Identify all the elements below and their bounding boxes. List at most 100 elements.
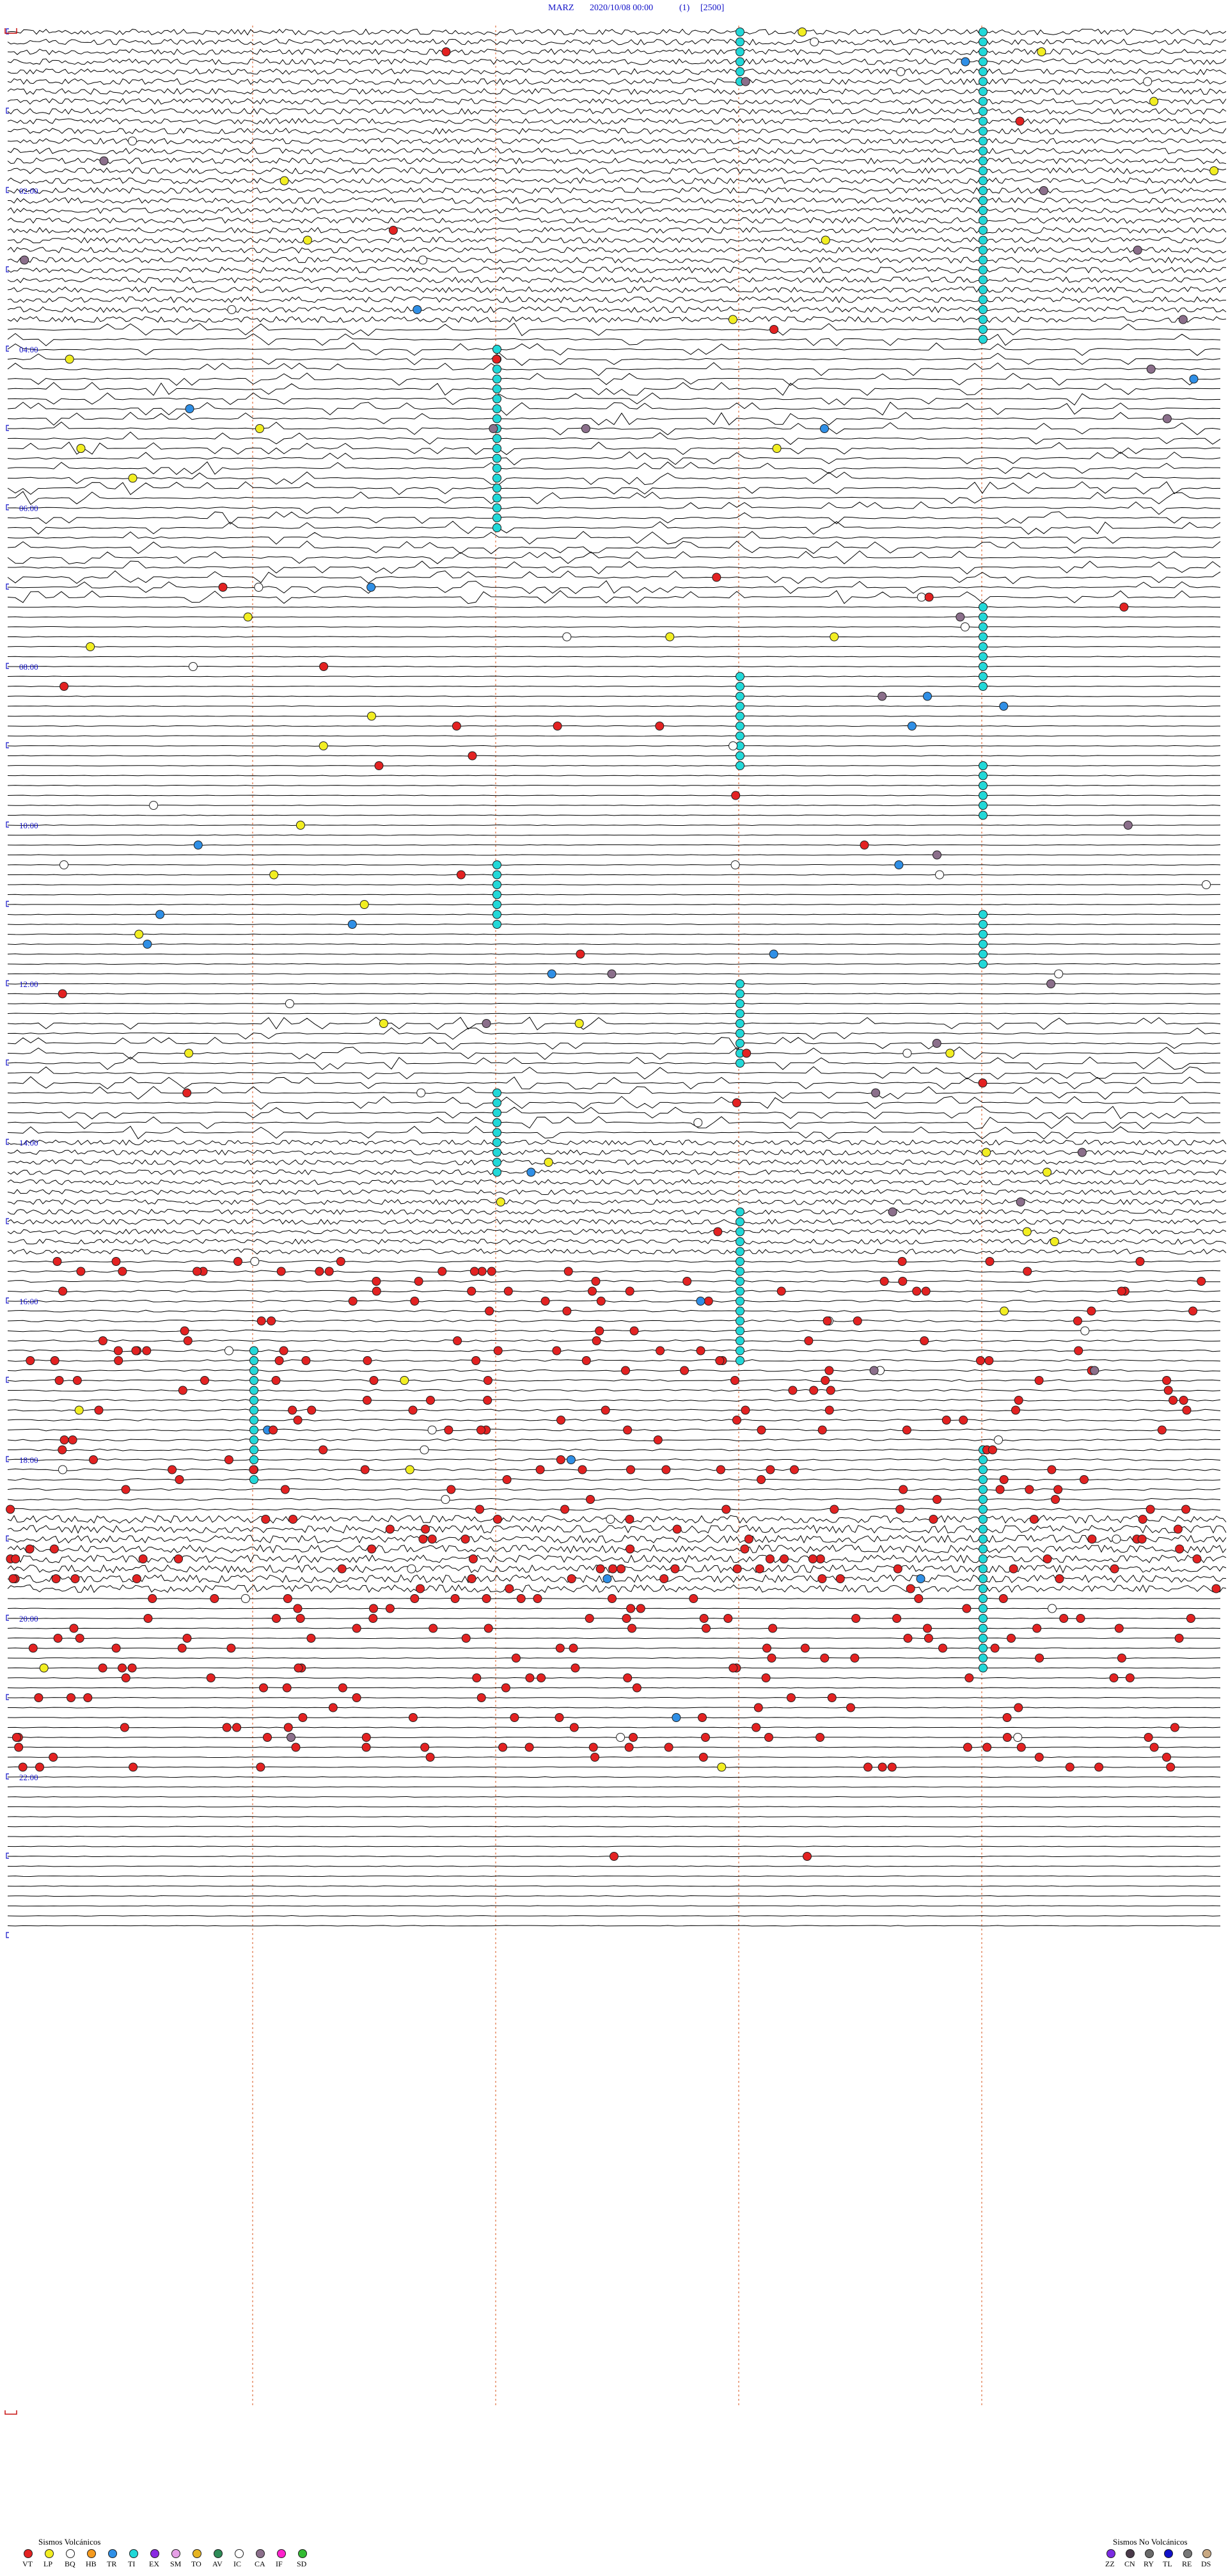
event-vt (294, 1663, 303, 1673)
event-vt (168, 1465, 177, 1474)
event-vt (1053, 1485, 1063, 1494)
event-vt (477, 1267, 487, 1276)
hour-tick (6, 1377, 9, 1383)
trace-row (7, 451, 1221, 466)
event-ca (1016, 1197, 1025, 1206)
trace-row (7, 1036, 1221, 1050)
event-tr (696, 1297, 705, 1306)
event-lp (1000, 1306, 1009, 1316)
legend-label-bq: BQ (65, 2559, 75, 2568)
legend-swatch-zz (1106, 2549, 1115, 2558)
event-lp (1209, 166, 1219, 175)
time-label: 22:00 (19, 1773, 38, 1782)
event-vt (363, 1396, 372, 1405)
event-vt (732, 1416, 741, 1425)
event-ti (979, 1663, 988, 1673)
event-vt (502, 1475, 512, 1484)
event-vt (723, 1614, 733, 1623)
event-ti (249, 1396, 258, 1405)
trace-row (8, 814, 1221, 816)
event-vt (765, 1554, 775, 1563)
legend-label-vt: VT (22, 2559, 33, 2568)
event-vt (1114, 1624, 1124, 1633)
trace-row (7, 1105, 1221, 1119)
event-vt (853, 1316, 862, 1325)
trace-row (7, 1535, 1227, 1544)
event-vt (929, 1515, 938, 1524)
event-vt (1109, 1673, 1119, 1682)
event-vt (768, 1624, 778, 1633)
event-vt (59, 682, 69, 691)
time-label: 02:00 (19, 186, 38, 196)
event-ic (960, 622, 970, 631)
event-vt (271, 1376, 281, 1385)
event-ti (736, 1039, 744, 1048)
event-vt (127, 1663, 137, 1673)
event-lp (945, 1048, 955, 1058)
event-ca (878, 691, 887, 701)
amplitude-scale: [2500] (700, 3, 724, 13)
event-vt (938, 1643, 947, 1653)
event-vt (14, 1742, 24, 1752)
event-tr (526, 1167, 536, 1177)
event-ti (979, 1535, 988, 1544)
event-vt (624, 1742, 634, 1752)
event-vt (809, 1386, 819, 1395)
event-vt (769, 325, 779, 334)
event-vt (808, 1554, 817, 1563)
event-vt (1166, 1762, 1176, 1772)
trace-row (7, 1488, 1221, 1491)
trace-row (7, 1845, 1221, 1847)
event-vt (98, 1336, 107, 1345)
event-bq (1202, 880, 1211, 889)
event-lp (665, 632, 675, 642)
trace-row (7, 1637, 1221, 1640)
event-ti (492, 365, 501, 374)
trace-row (7, 362, 1221, 376)
event-vt (741, 1405, 750, 1415)
event-vt (58, 989, 67, 999)
event-vt (985, 1257, 995, 1266)
event-ca (489, 424, 498, 433)
event-vt (591, 1277, 601, 1286)
trace-row (7, 276, 1227, 283)
event-vt (367, 1544, 377, 1554)
event-vt (276, 1267, 286, 1276)
event-tr (413, 305, 422, 314)
event-vt (26, 1356, 35, 1365)
trace-row (7, 1398, 1221, 1402)
event-ti (979, 206, 988, 215)
time-label: 12:00 (19, 979, 38, 989)
hour-tick (6, 345, 9, 352)
time-label: 14:00 (19, 1138, 38, 1148)
event-vt (49, 1544, 59, 1554)
event-vt (222, 1723, 232, 1732)
start-marker (4, 28, 17, 34)
event-ti (979, 1495, 988, 1504)
event-vt (468, 1554, 478, 1563)
event-vt (132, 1574, 141, 1583)
event-vt (372, 1277, 381, 1286)
legend-label-sm: SM (170, 2559, 182, 2568)
event-vt (1034, 1753, 1044, 1762)
event-vt (450, 1594, 460, 1603)
event-vt (114, 1356, 123, 1365)
legend-non-volcanic-title: Sismos No Volcánicos (1113, 2537, 1188, 2547)
event-ti (736, 751, 744, 761)
event-vt (348, 1297, 358, 1306)
event-vt (1197, 1277, 1206, 1286)
event-vt (70, 1574, 80, 1583)
event-vt (385, 1524, 395, 1534)
trace-row (7, 1219, 1227, 1225)
event-ti (492, 1148, 501, 1157)
event-ca (956, 612, 965, 622)
event-tr (566, 1455, 576, 1464)
legend-swatch-ds (1202, 2549, 1211, 2558)
event-ti (979, 255, 988, 265)
event-tr (672, 1713, 681, 1722)
event-ti (492, 1118, 501, 1127)
legend-swatch-bq (66, 2549, 75, 2558)
trace-row (7, 570, 1221, 585)
event-vt (68, 1435, 77, 1444)
event-vt (1157, 1425, 1167, 1435)
